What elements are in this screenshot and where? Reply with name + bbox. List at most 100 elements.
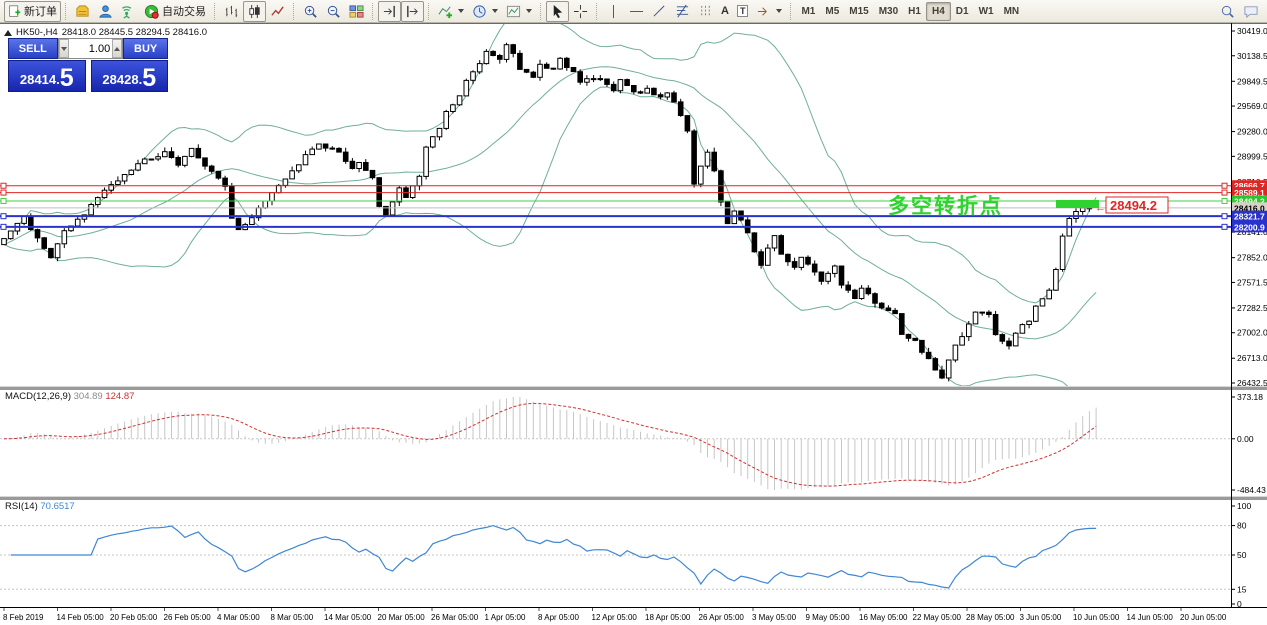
cursor-button[interactable] — [546, 0, 569, 22]
rsi-name: RSI(14) — [5, 501, 38, 512]
rsi-indicator-label: RSI(14) 70.6517 — [5, 501, 75, 512]
trendline-icon — [652, 4, 667, 19]
highlight-rectangle[interactable] — [1056, 200, 1099, 208]
indicators-button[interactable] — [434, 1, 468, 22]
tile-windows-button[interactable] — [345, 1, 368, 22]
chart-shift-button[interactable] — [401, 0, 424, 22]
auto-scroll-icon — [382, 4, 397, 19]
svg-text:28999.5: 28999.5 — [1237, 151, 1267, 161]
sell-button[interactable]: SELL — [8, 38, 58, 59]
svg-text:28494.2: 28494.2 — [1110, 198, 1157, 213]
crosshair-icon — [573, 4, 588, 19]
timeframe-m5-label: M5 — [825, 5, 840, 17]
svg-text:28666.7: 28666.7 — [1234, 181, 1265, 191]
timeframe-m15-button[interactable]: M15 — [844, 3, 873, 20]
zoom-in-icon — [303, 4, 318, 19]
candlestick-chart-button[interactable] — [243, 0, 266, 22]
volume-input[interactable] — [68, 39, 113, 58]
svg-text:28416.0: 28416.0 — [1234, 203, 1265, 213]
chat-button[interactable] — [1239, 1, 1263, 22]
templates-button[interactable] — [502, 1, 536, 22]
timeframe-h1-label: H1 — [908, 5, 921, 17]
buy-button[interactable]: BUY — [123, 38, 168, 59]
timeframe-d1-button[interactable]: D1 — [951, 3, 974, 20]
svg-text:26 Mar 05:00: 26 Mar 05:00 — [431, 613, 479, 622]
volume-increase-button[interactable] — [112, 39, 123, 58]
svg-text:29280.0: 29280.0 — [1237, 127, 1267, 137]
timeframe-m15-label: M15 — [849, 5, 869, 17]
line-chart-button[interactable] — [266, 1, 289, 22]
person-icon — [98, 4, 113, 19]
svg-text:373.18: 373.18 — [1237, 392, 1263, 402]
search-icon — [1220, 4, 1235, 19]
zoom-out-icon — [326, 4, 341, 19]
svg-text:4 Mar 05:00: 4 Mar 05:00 — [217, 613, 260, 622]
zoom-out-button[interactable] — [322, 1, 345, 22]
timeframe-h1-button[interactable]: H1 — [903, 3, 926, 20]
volume-box — [57, 38, 124, 59]
timeframe-m1-button[interactable]: M1 — [796, 3, 820, 20]
timeframe-h4-label: H4 — [931, 5, 945, 17]
text-label-tool-label: T — [736, 5, 749, 17]
buy-label: BUY — [134, 42, 158, 55]
timeframe-m1-label: M1 — [801, 5, 816, 17]
timeframe-m5-button[interactable]: M5 — [820, 3, 844, 20]
svg-text:30138.5: 30138.5 — [1237, 51, 1267, 61]
cursor-icon — [550, 4, 565, 19]
new-order-button[interactable]: 新订单 — [4, 0, 61, 22]
profiles-button[interactable] — [71, 1, 94, 22]
svg-text:8 Mar 05:00: 8 Mar 05:00 — [271, 613, 314, 622]
zoom-in-button[interactable] — [299, 1, 322, 22]
sell-price: 28414 — [19, 72, 57, 87]
horizontal-line-icon — [629, 4, 644, 19]
templates-icon — [506, 4, 521, 19]
svg-text:←: ← — [1095, 202, 1106, 214]
svg-text:14 Feb 05:00: 14 Feb 05:00 — [57, 613, 105, 622]
svg-text:22 May 05:00: 22 May 05:00 — [913, 613, 962, 622]
timeframe-h4-button[interactable]: H4 — [925, 1, 951, 21]
vertical-line-button[interactable] — [602, 1, 625, 22]
timeframe-mn-label: MN — [1003, 5, 1020, 17]
svg-text:1 Apr 05:00: 1 Apr 05:00 — [485, 613, 526, 622]
macd-signal-value: 124.87 — [105, 391, 135, 402]
svg-text:27571.5: 27571.5 — [1237, 277, 1267, 287]
separator — [214, 2, 216, 20]
volume-decrease-button[interactable] — [58, 39, 69, 58]
timeframe-w1-button[interactable]: W1 — [974, 3, 999, 20]
new-order-label: 新订单 — [24, 6, 57, 18]
tile-windows-icon — [349, 4, 364, 19]
periods-button[interactable] — [468, 1, 502, 22]
cycle-lines-button[interactable] — [694, 1, 717, 22]
search-button[interactable] — [1216, 1, 1239, 22]
buy-price-box[interactable]: 28428. 5 — [90, 60, 168, 92]
svg-text:26 Feb 05:00: 26 Feb 05:00 — [164, 613, 212, 622]
chat-icon — [1243, 4, 1259, 19]
timeframe-m30-button[interactable]: M30 — [874, 3, 903, 20]
svg-text:12 Apr 05:00: 12 Apr 05:00 — [592, 613, 638, 622]
auto-scroll-button[interactable] — [378, 0, 401, 22]
auto-trading-label: 自动交易 — [162, 6, 206, 18]
svg-text:8 Feb 2019: 8 Feb 2019 — [3, 613, 44, 622]
timeframe-mn-button[interactable]: MN — [999, 3, 1025, 20]
trendline-button[interactable] — [648, 1, 671, 22]
accounts-button[interactable] — [94, 1, 117, 22]
indicators-icon — [438, 4, 453, 19]
auto-trading-button[interactable]: 自动交易 — [140, 1, 210, 22]
sell-price-box[interactable]: 28414. 5 — [8, 60, 86, 92]
text-tool-button[interactable]: A — [717, 1, 733, 22]
separator — [372, 2, 374, 20]
bar-chart-button[interactable] — [220, 1, 243, 22]
bar-chart-icon — [224, 4, 239, 19]
horizontal-line-button[interactable] — [625, 1, 648, 22]
text-label-tool-button[interactable]: T — [733, 1, 753, 22]
arrows-tool-button[interactable] — [752, 1, 786, 22]
crosshair-button[interactable] — [569, 1, 592, 22]
price-flag-box[interactable] — [1105, 196, 1169, 214]
cycle-lines-icon — [698, 4, 713, 19]
macd-main-value: 304.89 — [73, 391, 103, 402]
clock-icon — [472, 4, 487, 19]
signals-button[interactable] — [117, 1, 140, 22]
svg-text:29849.5: 29849.5 — [1237, 76, 1267, 86]
fibonacci-button[interactable] — [671, 1, 694, 22]
